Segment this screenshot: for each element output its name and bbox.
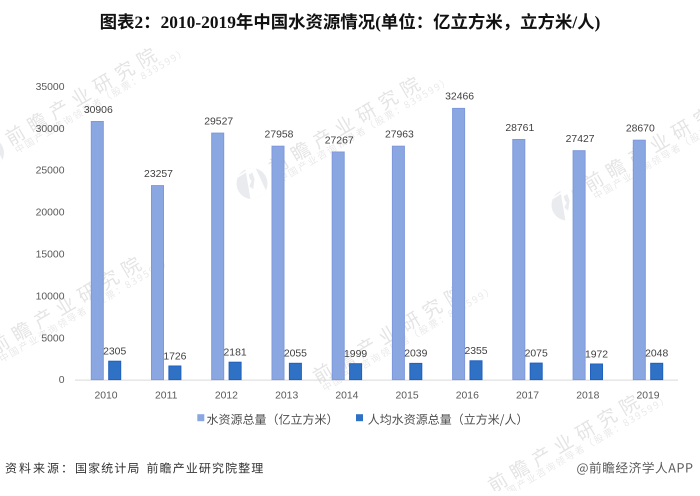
svg-text:2039: 2039 xyxy=(404,349,427,360)
svg-text:0: 0 xyxy=(59,375,65,386)
svg-text:2016: 2016 xyxy=(456,390,479,401)
svg-text:2055: 2055 xyxy=(284,349,307,360)
svg-text:1999: 1999 xyxy=(344,349,367,360)
svg-text:27958: 27958 xyxy=(265,130,294,141)
svg-text:30906: 30906 xyxy=(84,105,113,116)
svg-text:2181: 2181 xyxy=(224,348,247,359)
svg-text:25000: 25000 xyxy=(36,166,65,177)
svg-text:10000: 10000 xyxy=(36,291,65,302)
svg-text:1972: 1972 xyxy=(585,349,608,360)
svg-text:2075: 2075 xyxy=(525,348,548,359)
svg-text:30000: 30000 xyxy=(36,124,65,135)
svg-text:2017: 2017 xyxy=(516,390,539,401)
svg-text:15000: 15000 xyxy=(36,250,65,261)
svg-text:2011: 2011 xyxy=(155,390,178,401)
svg-text:2018: 2018 xyxy=(576,390,599,401)
svg-text:27267: 27267 xyxy=(325,135,354,146)
svg-text:28670: 28670 xyxy=(626,124,655,135)
svg-text:2012: 2012 xyxy=(215,390,238,401)
svg-text:2014: 2014 xyxy=(335,390,358,401)
svg-text:2355: 2355 xyxy=(464,346,487,357)
svg-text:35000: 35000 xyxy=(36,82,65,93)
svg-text:28761: 28761 xyxy=(505,123,534,134)
svg-text:32466: 32466 xyxy=(445,92,474,103)
svg-text:1726: 1726 xyxy=(163,351,186,362)
svg-text:2013: 2013 xyxy=(275,390,298,401)
svg-text:29527: 29527 xyxy=(204,116,233,127)
svg-text:2015: 2015 xyxy=(396,390,419,401)
svg-text:2019: 2019 xyxy=(636,390,659,401)
svg-text:27427: 27427 xyxy=(566,134,595,145)
svg-text:5000: 5000 xyxy=(41,333,64,344)
svg-text:27963: 27963 xyxy=(385,130,414,141)
svg-text:23257: 23257 xyxy=(144,169,173,180)
svg-text:2305: 2305 xyxy=(103,347,126,358)
svg-text:2048: 2048 xyxy=(645,349,668,360)
svg-text:2010: 2010 xyxy=(94,390,117,401)
svg-text:20000: 20000 xyxy=(36,208,65,219)
